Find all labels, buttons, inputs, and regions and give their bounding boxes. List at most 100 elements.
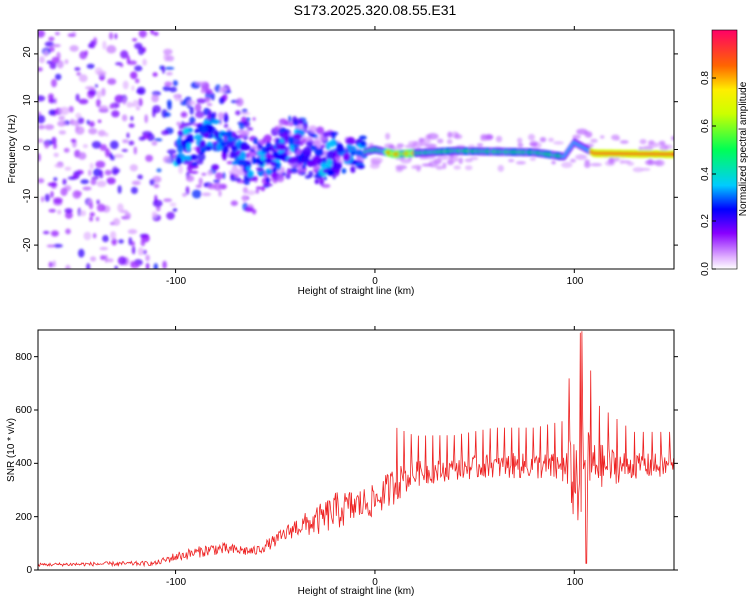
- spectrogram-blob: [306, 160, 313, 167]
- spectrogram-blob: [260, 156, 266, 161]
- spectrogram-blob: [218, 87, 227, 94]
- spectrogram-blob: [95, 160, 106, 168]
- colorbar-gradient: [712, 30, 737, 269]
- x-tick-label: 100: [567, 276, 584, 287]
- spectrogram-blob: [235, 177, 242, 182]
- spectrogram-blob: [89, 216, 93, 222]
- spectrogram-blob: [240, 144, 251, 151]
- spectrogram-blob: [223, 114, 229, 123]
- spectrogram-blob: [195, 145, 201, 154]
- spectrogram-blob: [198, 177, 203, 186]
- spectrogram-blob: [359, 135, 367, 140]
- spectrogram-blob: [169, 86, 178, 93]
- spectrogram-blob: [195, 81, 206, 86]
- spectrogram-blob: [97, 130, 106, 137]
- spectrogram-blob: [99, 246, 109, 251]
- spectrogram-blob: [276, 142, 286, 151]
- spectrogram-blob: [144, 114, 148, 124]
- spectrogram-blob: [44, 124, 55, 130]
- spectrogram-blob: [164, 66, 175, 70]
- spectrogram-blob: [82, 144, 88, 149]
- spectrogram-blob: [154, 138, 163, 142]
- spectrogram-blob: [88, 89, 97, 96]
- spectrogram-blob: [39, 56, 45, 64]
- spectrogram-blob: [67, 33, 76, 37]
- spectrogram-blob: [345, 136, 356, 146]
- spectrogram-blob: [107, 78, 117, 85]
- spectrogram-blob: [296, 149, 301, 155]
- spectrogram-blob: [117, 185, 122, 194]
- spectrogram-blob: [413, 140, 419, 147]
- spectrogram-blob: [48, 209, 56, 213]
- spectrogram-blob: [152, 199, 163, 208]
- spectrogram-blob: [51, 44, 61, 48]
- spectrogram-blob: [91, 141, 102, 149]
- spectrogram-blob: [356, 164, 365, 170]
- spectrogram-blob: [529, 157, 537, 161]
- spectrogram-blob: [153, 31, 159, 36]
- spectrogram-blob: [38, 138, 44, 143]
- spectrogram-blob: [169, 202, 177, 207]
- spectrogram-blob: [58, 115, 65, 121]
- spectrogram-blob: [251, 156, 256, 165]
- spectrogram-blob: [109, 104, 114, 109]
- spectrogram-blob: [529, 142, 538, 146]
- spectrogram-blob: [195, 112, 203, 118]
- spectrogram-blob: [151, 211, 158, 219]
- spectrogram-blob: [228, 170, 233, 174]
- spectrogram-blob: [326, 151, 336, 159]
- colorbar-label: Normalized spectral amplitude: [738, 81, 749, 216]
- colorbar-tick-label: 0.4: [700, 167, 711, 181]
- spectrogram-blob: [354, 149, 364, 157]
- spectrogram-blob: [346, 144, 352, 150]
- spectrogram-blob: [287, 156, 297, 165]
- spectrogram-blob: [99, 144, 108, 151]
- spectrogram-blob: [138, 98, 143, 107]
- spectrogram-blob: [551, 160, 556, 165]
- spectrogram-blob: [289, 144, 294, 153]
- spectrogram-blob: [142, 249, 147, 255]
- spectrogram-blob: [468, 144, 476, 148]
- spectrogram-blob: [258, 160, 265, 167]
- spectrogram-blob: [135, 106, 141, 111]
- spectrogram-blob: [172, 80, 178, 87]
- spectrogram-blob: [106, 45, 117, 54]
- spectrogram-blob: [106, 258, 114, 263]
- spectrogram-blob: [178, 165, 184, 174]
- spectrogram-blob: [38, 67, 43, 72]
- spectrogram-blob: [205, 88, 213, 95]
- spectrogram-blob: [131, 85, 135, 91]
- spectrogram-blob: [275, 138, 281, 143]
- spectrogram-blob: [68, 106, 74, 113]
- x-tick-label: 0: [372, 577, 378, 588]
- spectrogram-blob: [128, 123, 135, 128]
- spectrogram-blob: [206, 103, 213, 107]
- x-axis-label: Height of straight line (km): [298, 286, 415, 297]
- chart-title: S173.2025.320.08.55.E31: [293, 2, 457, 18]
- spectrogram-blob: [302, 123, 309, 131]
- spectrogram-blob: [205, 145, 212, 151]
- spectrogram-blob: [41, 196, 44, 203]
- spectrogram-blob: [163, 48, 173, 55]
- spectrogram-blob: [190, 154, 197, 159]
- spectrogram-blob: [145, 254, 150, 262]
- spectrogram-blob: [222, 172, 226, 180]
- spectrogram-blob: [53, 152, 59, 158]
- spectrogram-blob: [476, 143, 484, 147]
- spectrogram-blob: [126, 101, 133, 108]
- spectrogram-blob: [118, 239, 124, 244]
- spectrogram-blob: [89, 202, 94, 210]
- spectrogram-blob: [162, 260, 167, 269]
- spectrogram-blob: [166, 99, 172, 107]
- spectrogram-blob: [50, 230, 59, 237]
- spectrogram-blob: [156, 168, 162, 173]
- spectrogram-blob: [110, 231, 117, 240]
- spectrogram-blob: [166, 71, 173, 76]
- spectrogram-blob: [223, 123, 229, 129]
- colorbar-tick-label: 0.2: [700, 214, 711, 228]
- spectrogram-blob: [230, 200, 238, 206]
- spectrogram-blob: [641, 146, 654, 151]
- spectrogram-blob: [426, 133, 439, 140]
- spectrogram-blob: [275, 153, 285, 161]
- spectrogram-blob: [619, 140, 629, 144]
